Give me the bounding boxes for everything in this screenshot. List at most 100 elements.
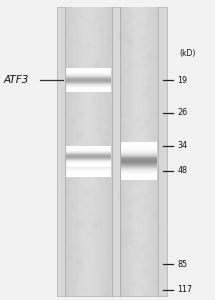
Bar xyxy=(121,149,157,150)
Bar xyxy=(93,7,94,296)
Bar xyxy=(121,179,157,180)
Bar xyxy=(66,170,111,171)
Bar xyxy=(66,71,111,72)
Bar xyxy=(124,7,125,296)
Bar xyxy=(121,146,157,147)
Bar xyxy=(145,7,146,296)
Bar xyxy=(121,169,157,170)
Bar xyxy=(139,7,140,296)
Bar xyxy=(121,167,157,168)
Bar xyxy=(66,76,111,77)
Bar xyxy=(138,7,139,296)
Bar xyxy=(141,7,142,296)
Bar xyxy=(144,7,145,296)
Bar xyxy=(66,169,111,170)
Bar xyxy=(149,7,150,296)
Bar xyxy=(78,7,79,296)
Bar xyxy=(66,70,111,71)
Bar xyxy=(121,153,157,154)
Bar xyxy=(156,7,157,296)
Bar xyxy=(121,175,157,176)
Bar xyxy=(66,82,111,83)
Bar xyxy=(66,176,111,177)
Bar xyxy=(84,7,85,296)
Bar xyxy=(143,7,144,296)
Bar xyxy=(66,83,111,84)
Bar xyxy=(77,7,78,296)
Bar xyxy=(121,160,157,161)
Bar xyxy=(66,89,111,90)
Bar xyxy=(66,69,111,70)
Bar xyxy=(85,7,86,296)
Bar xyxy=(111,7,112,296)
Bar xyxy=(127,7,128,296)
Bar xyxy=(66,151,111,152)
Bar xyxy=(66,74,111,75)
Text: 85: 85 xyxy=(178,260,188,269)
Bar xyxy=(66,68,111,69)
Bar xyxy=(104,7,105,296)
Bar xyxy=(66,161,111,162)
Bar xyxy=(121,156,157,157)
Bar xyxy=(157,7,158,296)
Bar xyxy=(152,7,153,296)
Bar xyxy=(66,168,111,169)
Bar xyxy=(130,7,131,296)
Bar xyxy=(66,166,111,167)
Bar xyxy=(126,7,127,296)
Bar xyxy=(66,158,111,159)
Bar xyxy=(88,7,90,296)
Bar xyxy=(121,163,157,164)
Bar xyxy=(83,7,84,296)
Bar xyxy=(121,148,157,149)
Bar xyxy=(121,157,157,158)
Bar xyxy=(97,7,98,296)
Bar xyxy=(107,7,108,296)
Bar xyxy=(121,178,157,179)
Bar xyxy=(140,7,141,296)
Bar xyxy=(99,7,100,296)
Bar xyxy=(72,7,73,296)
Bar xyxy=(121,164,157,165)
Bar xyxy=(66,164,111,165)
Text: ATF3: ATF3 xyxy=(3,75,29,85)
Bar xyxy=(66,150,111,151)
Bar xyxy=(57,7,167,296)
Bar xyxy=(66,151,111,152)
Bar xyxy=(132,7,133,296)
Bar xyxy=(121,144,157,145)
Bar xyxy=(102,7,104,296)
Bar xyxy=(66,147,111,148)
Bar xyxy=(92,7,93,296)
Bar xyxy=(154,7,155,296)
Bar xyxy=(66,158,111,159)
Bar xyxy=(121,142,157,143)
Bar xyxy=(66,153,111,154)
Text: 26: 26 xyxy=(178,108,188,117)
Bar xyxy=(66,72,111,73)
Bar xyxy=(66,153,111,154)
Bar xyxy=(66,162,111,163)
Bar xyxy=(75,7,77,296)
Bar xyxy=(65,7,66,296)
Bar xyxy=(66,150,111,151)
Bar xyxy=(66,165,111,166)
Bar xyxy=(121,173,157,174)
Bar xyxy=(120,7,121,296)
Bar xyxy=(66,160,111,161)
Bar xyxy=(121,171,157,172)
Bar xyxy=(105,7,106,296)
Bar xyxy=(66,175,111,176)
Bar xyxy=(121,168,157,169)
Bar xyxy=(109,7,111,296)
Bar xyxy=(74,7,75,296)
Bar xyxy=(66,154,111,155)
Bar xyxy=(66,79,111,80)
Bar xyxy=(155,7,156,296)
Bar xyxy=(148,7,149,296)
Bar xyxy=(66,152,111,153)
Bar xyxy=(66,157,111,158)
Bar xyxy=(66,88,111,89)
Text: (kD): (kD) xyxy=(180,49,196,58)
Bar xyxy=(66,171,111,172)
